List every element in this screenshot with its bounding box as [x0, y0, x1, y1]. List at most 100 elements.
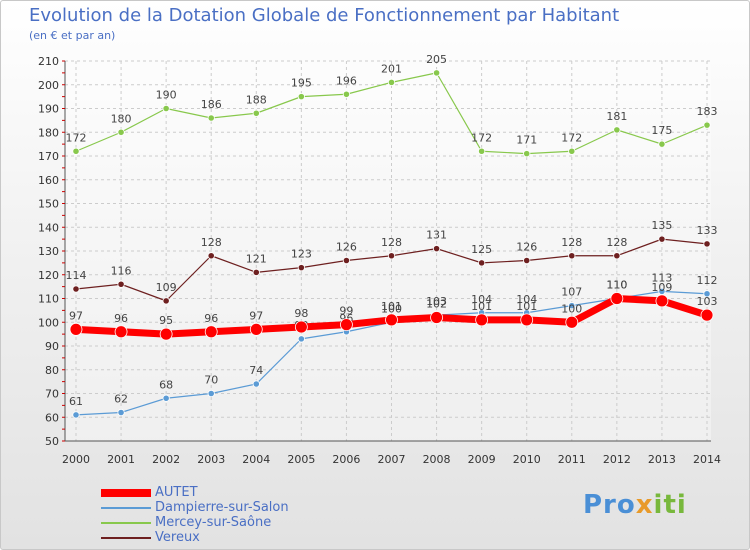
x-tick-label: 2001 [107, 453, 135, 466]
data-point-mercey-sur-saone [297, 93, 305, 101]
data-point-vereux [613, 252, 621, 260]
y-tick-label: 130 [38, 245, 59, 258]
data-point-autet [69, 322, 83, 336]
data-label-vereux: 128 [201, 236, 222, 249]
legend-swatch [101, 488, 151, 497]
data-label-dampierre-sur-salon: 68 [159, 378, 173, 391]
data-point-mercey-sur-saone [432, 69, 441, 77]
data-point-dampierre-sur-salon [207, 389, 215, 398]
x-tick-label: 2006 [332, 453, 360, 466]
legend-item: AUTET [101, 485, 289, 500]
x-tick-label: 2005 [287, 453, 315, 466]
data-point-autet [249, 322, 263, 336]
data-label-vereux: 131 [426, 229, 447, 242]
data-point-mercey-sur-saone [117, 128, 125, 136]
data-label-mercey-sur-saone: 188 [246, 93, 267, 106]
y-tick-label: 90 [45, 340, 59, 353]
data-point-mercey-sur-saone [523, 150, 531, 158]
legend-item: Vereux [101, 530, 289, 545]
data-label-mercey-sur-saone: 180 [111, 112, 132, 125]
data-point-vereux [117, 280, 125, 288]
y-tick-label: 200 [38, 79, 59, 92]
data-point-dampierre-sur-salon [297, 335, 305, 343]
data-label-autet: 96 [114, 312, 128, 325]
data-point-vereux [523, 256, 531, 265]
data-point-vereux [387, 252, 396, 260]
data-point-vereux [252, 268, 260, 276]
data-label-vereux: 126 [516, 241, 537, 254]
legend-item: Dampierre-sur-Salon [101, 500, 289, 515]
x-tick-label: 2008 [423, 453, 451, 466]
y-tick-label: 50 [45, 435, 59, 448]
data-point-vereux [72, 285, 80, 293]
data-label-vereux: 123 [291, 248, 312, 261]
data-point-autet [385, 313, 398, 327]
y-tick-label: 150 [38, 198, 59, 211]
x-tick-label: 2007 [378, 453, 406, 466]
data-point-mercey-sur-saone [478, 147, 486, 155]
logo-text-b: x [635, 490, 654, 520]
data-point-mercey-sur-saone [72, 147, 80, 155]
data-point-mercey-sur-saone [568, 147, 576, 155]
x-tick-label: 2003 [197, 453, 225, 466]
data-label-mercey-sur-saone: 195 [291, 77, 312, 90]
y-tick-label: 70 [45, 388, 59, 401]
data-point-mercey-sur-saone [252, 109, 260, 117]
y-tick-label: 210 [38, 55, 59, 68]
data-label-autet: 100 [561, 302, 582, 315]
y-tick-label: 110 [38, 293, 59, 306]
data-label-autet: 102 [426, 298, 447, 311]
data-point-vereux [658, 235, 666, 243]
data-point-autet [655, 294, 669, 308]
y-tick-label: 190 [38, 103, 59, 116]
data-label-mercey-sur-saone: 190 [156, 89, 177, 102]
data-label-mercey-sur-saone: 186 [201, 98, 222, 111]
data-label-vereux: 121 [246, 252, 267, 265]
data-point-mercey-sur-saone [658, 140, 666, 148]
data-point-vereux [297, 264, 305, 272]
data-point-dampierre-sur-salon [252, 380, 260, 388]
data-label-dampierre-sur-salon: 103 [426, 295, 447, 308]
data-point-mercey-sur-saone [703, 121, 711, 129]
data-label-vereux: 109 [156, 281, 177, 294]
x-tick-label: 2012 [603, 453, 631, 466]
data-label-dampierre-sur-salon: 100 [381, 302, 402, 315]
data-label-dampierre-sur-salon: 62 [114, 393, 128, 406]
logo-text-c: iti [653, 490, 687, 520]
x-tick-label: 2011 [558, 453, 586, 466]
plot-area [65, 61, 711, 441]
data-point-dampierre-sur-salon [117, 408, 125, 417]
data-label-mercey-sur-saone: 172 [561, 131, 582, 144]
data-label-dampierre-sur-salon: 112 [697, 274, 718, 287]
data-label-autet: 110 [606, 279, 627, 292]
data-label-vereux: 128 [381, 236, 402, 249]
data-label-mercey-sur-saone: 183 [697, 105, 718, 118]
logo-text-a: Pro [583, 490, 636, 520]
x-tick-label: 2010 [513, 453, 541, 466]
data-point-autet [294, 320, 308, 334]
data-label-autet: 109 [651, 281, 672, 294]
data-label-autet: 95 [159, 314, 173, 327]
data-point-vereux [207, 252, 215, 260]
legend-swatch [101, 506, 151, 509]
legend-swatch [101, 521, 151, 524]
data-label-autet: 103 [697, 295, 718, 308]
data-label-vereux: 128 [606, 236, 627, 249]
legend-swatch [101, 536, 151, 539]
data-label-dampierre-sur-salon: 61 [69, 395, 83, 408]
data-label-mercey-sur-saone: 181 [606, 110, 627, 123]
data-label-vereux: 128 [561, 236, 582, 249]
legend-item: Mercey-sur-Saône [101, 515, 289, 530]
data-label-autet: 101 [381, 300, 402, 313]
data-label-dampierre-sur-salon: 104 [471, 293, 492, 306]
chart-subtitle: (en € et par an) [29, 29, 116, 42]
y-tick-label: 140 [38, 221, 59, 234]
legend: AUTET Dampierre-sur-Salon Mercey-sur-Saône… [101, 485, 289, 545]
data-label-dampierre-sur-salon: 113 [651, 271, 672, 284]
y-tick-label: 170 [38, 150, 59, 163]
data-label-dampierre-sur-salon: 104 [516, 293, 537, 306]
data-point-mercey-sur-saone [162, 104, 170, 113]
chart-title: Evolution de la Dotation Globale de Fonc… [29, 5, 620, 26]
legend-label: Dampierre-sur-Salon [155, 500, 289, 515]
